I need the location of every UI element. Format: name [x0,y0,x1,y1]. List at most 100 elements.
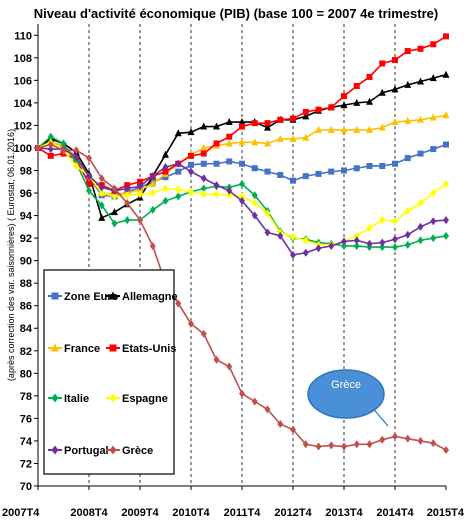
data-point [174,129,182,137]
data-point [162,163,169,172]
data-point [251,120,258,127]
data-point [238,118,246,126]
data-point [315,106,322,113]
data-point [264,120,271,127]
data-point [225,118,233,126]
data-point [366,440,373,449]
data-point [175,185,182,194]
data-point [73,146,80,155]
y-tick-label: 70 [20,481,32,493]
data-point [200,160,207,167]
data-point [443,216,449,225]
data-point [137,190,143,199]
data-point [353,231,360,240]
data-point [200,190,207,199]
data-point [417,45,424,52]
data-point [290,115,296,122]
data-point [315,244,322,253]
data-point [404,230,411,239]
data-point [264,168,271,175]
data-point [137,216,143,225]
data-point [443,141,449,148]
data-point [47,145,54,154]
legend-label: France [64,343,100,355]
chart-title: Niveau d'activité économique (PIB) (base… [34,6,438,21]
callout-bubble [307,369,385,419]
data-point [417,236,424,245]
data-point [353,165,360,172]
data-point [60,139,67,148]
data-point [366,73,373,80]
y-axis-side-label-line: (après correction des var. saisonnières)… [6,129,16,381]
data-point [302,440,309,449]
data-point [264,228,271,237]
legend-label: Portugal [64,445,109,457]
data-point [430,146,437,153]
legend: Zone Euro Allemagne France Etats-Unis Italie… [43,269,178,475]
data-point [302,173,309,180]
data-point [213,355,220,364]
legend-label: Etats-Unis [122,343,176,355]
data-point [379,435,386,444]
data-point [341,167,347,174]
legend-item-zone-euro: Zone Euro [48,291,119,303]
data-point [200,174,207,183]
y-tick-label: 100 [14,143,32,155]
data-point [379,216,386,225]
data-point [149,189,156,198]
data-point [366,162,373,169]
data-point [137,178,143,185]
data-point [86,186,92,195]
x-tick-label: 2013T4 [325,507,363,519]
data-point [251,199,258,208]
y-tick-label: 92 [20,233,32,245]
data-point [392,432,398,441]
data-point [328,241,335,250]
data-point [340,101,348,109]
data-point [302,112,310,120]
data-point [264,209,271,218]
x-tick-label: 2015T4 [427,507,465,519]
y-tick-label: 98 [20,165,32,177]
legend-label: Espagne [122,393,168,405]
data-point [379,238,386,247]
data-point [429,113,437,121]
data-point [238,138,246,146]
y-tick-label: 76 [20,413,32,425]
data-point [188,152,194,159]
data-point [417,77,424,85]
legend-label: Zone Euro [64,291,119,303]
data-point [353,82,360,89]
data-point [404,240,411,249]
y-tick-label: 110 [14,30,32,42]
legend-label: Italie [64,393,89,405]
data-point [137,182,143,191]
data-point [213,190,220,199]
data-point [200,150,207,157]
data-point [379,243,386,252]
data-point [341,442,347,451]
y-tick-label: 96 [20,188,32,200]
data-point [47,132,54,141]
data-point [392,235,398,244]
data-point [404,207,411,216]
data-point [239,123,245,130]
data-point [302,108,309,115]
legend-item-etats-unis: Etats-Unis [106,343,176,355]
data-point [200,329,207,338]
data-point [47,152,54,159]
legend-item-italie: Italie [48,393,89,405]
data-point [124,199,131,208]
data-point [124,216,131,225]
y-tick-label: 90 [20,256,32,268]
data-point [98,189,105,198]
data-point [175,168,182,175]
y-tick-label: 86 [20,301,32,313]
data-point [277,116,284,123]
data-point [162,150,169,158]
data-point [392,57,398,64]
data-point [111,184,118,193]
y-tick-label: 72 [20,458,32,470]
data-point [378,88,386,96]
y-tick-label: 88 [20,278,32,290]
